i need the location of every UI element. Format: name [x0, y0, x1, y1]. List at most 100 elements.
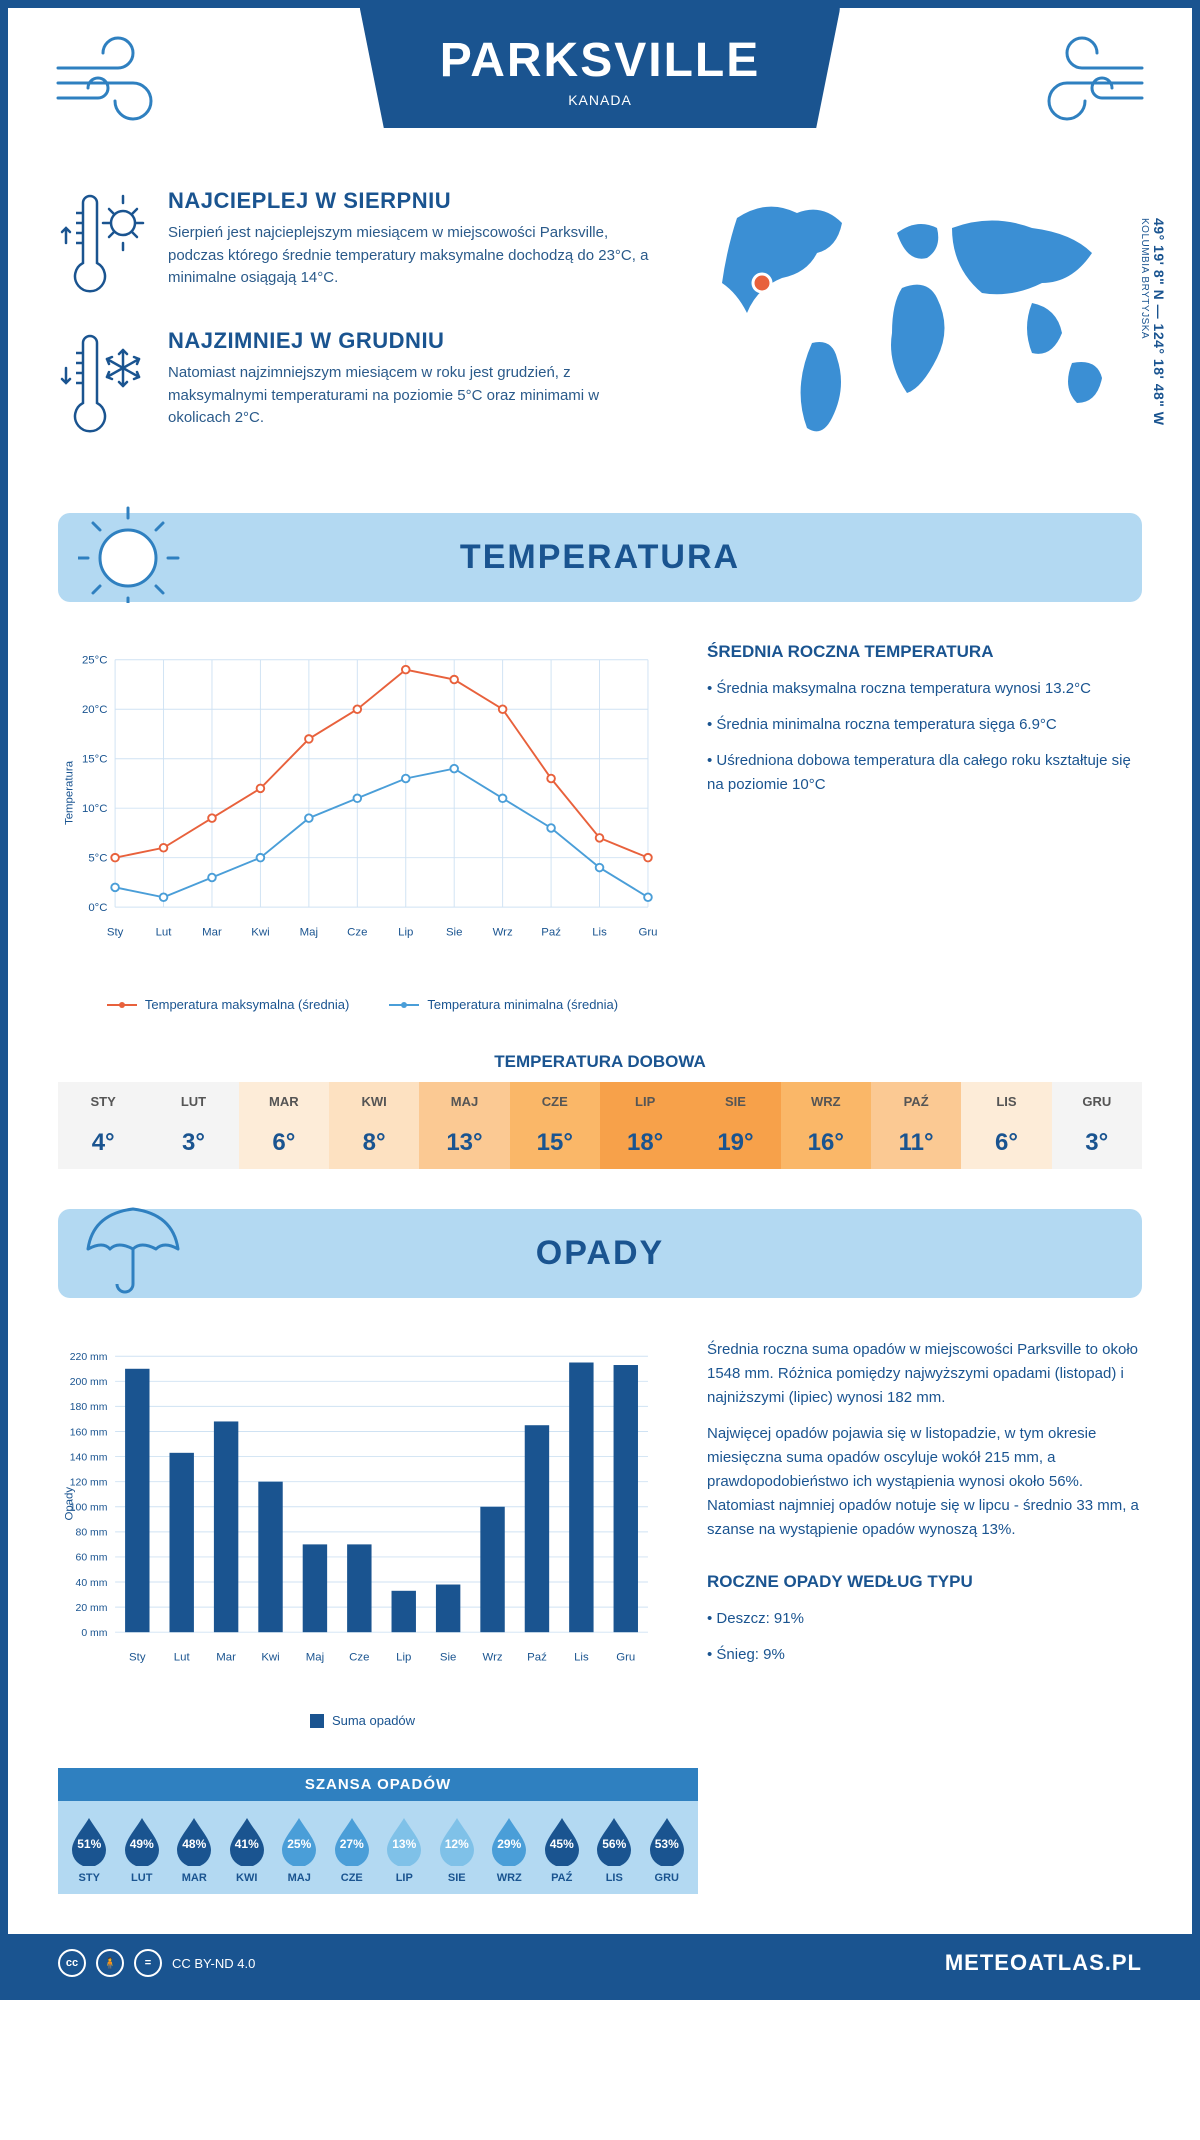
- svg-text:Sie: Sie: [446, 927, 463, 939]
- wind-icon: [1032, 28, 1152, 128]
- svg-text:Lip: Lip: [398, 927, 413, 939]
- legend-precip: Suma opadów: [332, 1713, 415, 1728]
- temperature-side-title: ŚREDNIA ROCZNA TEMPERATURA: [707, 642, 1142, 662]
- daily-temp-cell: SIE19°: [690, 1082, 780, 1169]
- map-marker-icon: [753, 274, 771, 292]
- svg-text:0 mm: 0 mm: [81, 1628, 107, 1639]
- daily-temp-title: TEMPERATURA DOBOWA: [8, 1052, 1192, 1072]
- svg-text:Paź: Paź: [541, 927, 561, 939]
- city-title: PARKSVILLE: [440, 33, 760, 88]
- svg-text:Gru: Gru: [616, 1652, 635, 1664]
- umbrella-icon: [78, 1199, 188, 1299]
- svg-text:Maj: Maj: [300, 927, 318, 939]
- svg-text:15°C: 15°C: [82, 754, 108, 766]
- temperature-side-item: • Średnia maksymalna roczna temperatura …: [707, 677, 1142, 701]
- chance-cell: 12%SIE: [431, 1816, 484, 1884]
- svg-text:120 mm: 120 mm: [70, 1477, 108, 1488]
- chance-cell: 48%MAR: [168, 1816, 221, 1884]
- precip-chart: 0 mm20 mm40 mm60 mm80 mm100 mm120 mm140 …: [58, 1338, 667, 1728]
- svg-text:0°C: 0°C: [88, 902, 107, 914]
- svg-text:Mar: Mar: [202, 927, 222, 939]
- title-band: PARKSVILLE KANADA: [360, 8, 840, 128]
- sun-icon: [78, 503, 188, 603]
- chance-cell: 45%PAŹ: [536, 1816, 589, 1884]
- daily-temp-cell: LUT3°: [148, 1082, 238, 1169]
- svg-text:Sty: Sty: [107, 927, 124, 939]
- precip-text-2: Najwięcej opadów pojawia się w listopadz…: [707, 1422, 1142, 1542]
- coords-label: 49° 19' 8" N — 124° 18' 48" W: [1151, 218, 1167, 426]
- daily-temp-cell: KWI8°: [329, 1082, 419, 1169]
- fact-hot-text: Sierpień jest najcieplejszym miesiącem w…: [168, 222, 662, 290]
- precip-title: OPADY: [98, 1234, 1102, 1273]
- svg-text:220 mm: 220 mm: [70, 1352, 108, 1363]
- precip-legend: Suma opadów: [58, 1713, 667, 1728]
- svg-text:Kwi: Kwi: [261, 1652, 279, 1664]
- svg-text:Opady: Opady: [63, 1487, 75, 1521]
- svg-text:Wrz: Wrz: [493, 927, 513, 939]
- chance-cell: 25%MAJ: [273, 1816, 326, 1884]
- footer-brand: METEOATLAS.PL: [945, 1950, 1142, 1976]
- temperature-chart-row: 0°C5°C10°C15°C20°C25°CStyLutMarKwiMajCze…: [8, 602, 1192, 1032]
- country-subtitle: KANADA: [440, 92, 760, 108]
- thermometer-sun-icon: [58, 188, 148, 298]
- temperature-side: ŚREDNIA ROCZNA TEMPERATURA • Średnia mak…: [707, 642, 1142, 1012]
- daily-temp-cell: PAŹ11°: [871, 1082, 961, 1169]
- intro-section: NAJCIEPLEJ W SIERPNIU Sierpień jest najc…: [8, 158, 1192, 513]
- chance-cell: 41%KWI: [221, 1816, 274, 1884]
- svg-text:Lis: Lis: [574, 1652, 589, 1664]
- daily-temp-table: STY4°LUT3°MAR6°KWI8°MAJ13°CZE15°LIP18°SI…: [58, 1082, 1142, 1169]
- svg-text:160 mm: 160 mm: [70, 1427, 108, 1438]
- svg-text:Cze: Cze: [347, 927, 367, 939]
- svg-text:Lip: Lip: [396, 1652, 411, 1664]
- daily-temp-cell: STY4°: [58, 1082, 148, 1169]
- svg-text:100 mm: 100 mm: [70, 1503, 108, 1514]
- svg-text:Paź: Paź: [527, 1652, 547, 1664]
- world-map-icon: [702, 188, 1142, 468]
- daily-temp-cell: CZE15°: [510, 1082, 600, 1169]
- precip-type-title: ROCZNE OPADY WEDŁUG TYPU: [707, 1572, 1142, 1592]
- precip-text-1: Średnia roczna suma opadów w miejscowośc…: [707, 1338, 1142, 1410]
- svg-text:200 mm: 200 mm: [70, 1377, 108, 1388]
- chance-cell: 51%STY: [63, 1816, 116, 1884]
- facts-column: NAJCIEPLEJ W SIERPNIU Sierpień jest najc…: [58, 188, 662, 473]
- nd-icon: =: [134, 1949, 162, 1977]
- chance-title: SZANSA OPADÓW: [58, 1768, 698, 1801]
- precip-banner: OPADY: [58, 1209, 1142, 1298]
- fact-cold: NAJZIMNIEJ W GRUDNIU Natomiast najzimnie…: [58, 328, 662, 438]
- svg-text:Kwi: Kwi: [251, 927, 269, 939]
- legend-max: Temperatura maksymalna (średnia): [145, 997, 349, 1012]
- region-label: KOLUMBIA BRYTYJSKA: [1139, 218, 1150, 339]
- chance-cell: 27%CZE: [326, 1816, 379, 1884]
- chance-cell: 49%LUT: [116, 1816, 169, 1884]
- svg-text:20 mm: 20 mm: [76, 1603, 108, 1614]
- svg-text:Gru: Gru: [638, 927, 657, 939]
- chance-cell: 13%LIP: [378, 1816, 431, 1884]
- svg-text:Sie: Sie: [440, 1652, 457, 1664]
- temperature-chart: 0°C5°C10°C15°C20°C25°CStyLutMarKwiMajCze…: [58, 642, 667, 1012]
- footer: cc 🧍 = CC BY-ND 4.0 METEOATLAS.PL: [8, 1934, 1192, 1992]
- svg-text:Lis: Lis: [592, 927, 607, 939]
- svg-text:Mar: Mar: [216, 1652, 236, 1664]
- svg-text:Cze: Cze: [349, 1652, 369, 1664]
- svg-text:Temperatura: Temperatura: [63, 760, 75, 825]
- legend-min: Temperatura minimalna (średnia): [427, 997, 618, 1012]
- precip-type-item: • Śnieg: 9%: [707, 1643, 1142, 1667]
- svg-text:20°C: 20°C: [82, 704, 108, 716]
- fact-hot-title: NAJCIEPLEJ W SIERPNIU: [168, 188, 662, 214]
- temperature-banner: TEMPERATURA: [58, 513, 1142, 602]
- daily-temp-cell: LIS6°: [961, 1082, 1051, 1169]
- license-text: CC BY-ND 4.0: [172, 1956, 255, 1971]
- cc-icon: cc: [58, 1949, 86, 1977]
- svg-text:Lut: Lut: [156, 927, 173, 939]
- svg-text:Wrz: Wrz: [483, 1652, 503, 1664]
- svg-text:40 mm: 40 mm: [76, 1578, 108, 1589]
- chance-cell: 29%WRZ: [483, 1816, 536, 1884]
- svg-text:Lut: Lut: [174, 1652, 191, 1664]
- svg-text:Maj: Maj: [306, 1652, 324, 1664]
- precip-chart-row: 0 mm20 mm40 mm60 mm80 mm100 mm120 mm140 …: [8, 1298, 1192, 1748]
- daily-temp-cell: MAR6°: [239, 1082, 329, 1169]
- fact-cold-text: Natomiast najzimniejszym miesiącem w rok…: [168, 362, 662, 430]
- wind-icon: [48, 28, 168, 128]
- daily-temp-cell: GRU3°: [1052, 1082, 1142, 1169]
- svg-text:180 mm: 180 mm: [70, 1402, 108, 1413]
